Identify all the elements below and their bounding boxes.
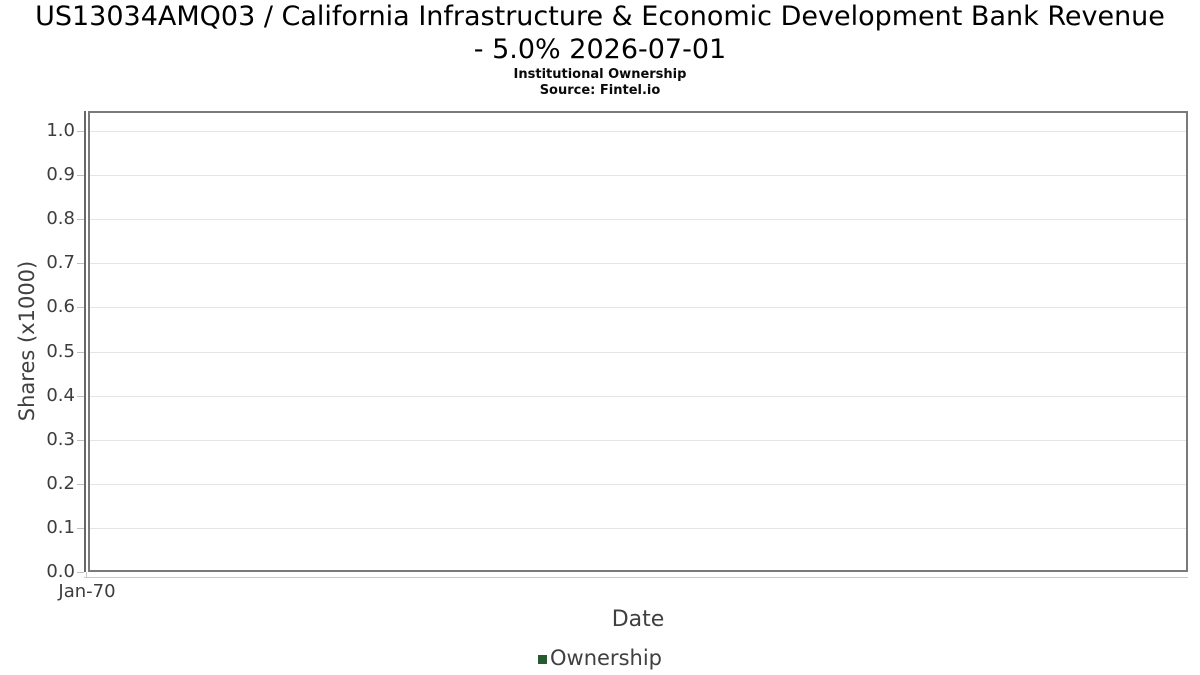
y-tick-label: 0.0 — [46, 561, 75, 582]
y-tick-mark — [77, 439, 84, 441]
y-tick-mark — [77, 527, 84, 529]
legend-entry-ownership[interactable]: Ownership — [538, 646, 662, 670]
y-tick-label: 0.3 — [46, 428, 75, 450]
y-tick-mark — [77, 483, 84, 485]
legend-label: Ownership — [550, 646, 662, 670]
y-tick-mark — [77, 263, 84, 265]
y-gridline — [90, 175, 1186, 177]
y-tick-mark — [77, 131, 84, 132]
y-tick-label: 0.9 — [46, 164, 75, 186]
y-gridline — [90, 263, 1186, 265]
y-gridline — [90, 307, 1186, 309]
y-tick-label: 0.8 — [46, 208, 75, 230]
y-gridline — [90, 439, 1186, 441]
y-axis-title: Shares (x1000) — [15, 260, 39, 422]
y-tick-label: 0.4 — [46, 384, 75, 406]
y-tick-mark — [77, 175, 84, 177]
y-tick-label: 0.1 — [46, 516, 75, 538]
y-tick-mark — [77, 395, 84, 397]
x-axis-title: Date — [611, 607, 665, 632]
x-tick-mark — [86, 572, 87, 578]
chart-title: US13034AMQ03 / California Infrastructure… — [0, 0, 1200, 66]
y-tick-mark — [77, 219, 84, 221]
y-tick-label: 0.7 — [46, 252, 75, 274]
chart-title-line2: - 5.0% 2026-07-01 — [473, 34, 727, 65]
y-axis-line — [84, 111, 86, 572]
y-gridline — [90, 395, 1186, 397]
x-tick-label: Jan-70 — [58, 581, 116, 602]
y-gridline — [90, 351, 1186, 353]
y-gridline — [90, 219, 1186, 221]
y-tick-mark — [77, 351, 84, 353]
y-gridline — [90, 527, 1186, 529]
legend-swatch-icon — [538, 654, 547, 664]
legend: Ownership — [0, 645, 1200, 671]
x-axis-line — [84, 577, 1188, 578]
y-tick-label: 0.5 — [46, 340, 75, 362]
y-tick-label: 0.2 — [46, 472, 75, 494]
plot-area — [88, 111, 1188, 572]
y-tick-label: 0.6 — [46, 296, 75, 318]
y-tick-mark — [77, 572, 84, 573]
y-gridline — [90, 131, 1186, 132]
chart-title-line1: US13034AMQ03 / California Infrastructure… — [35, 1, 1165, 32]
chart-subtitle: Institutional Ownership — [513, 67, 687, 82]
y-gridline — [90, 483, 1186, 485]
y-tick-label: 1.0 — [46, 120, 75, 141]
chart-source-credit: Source: Fintel.io — [539, 83, 661, 98]
y-tick-mark — [77, 307, 84, 309]
